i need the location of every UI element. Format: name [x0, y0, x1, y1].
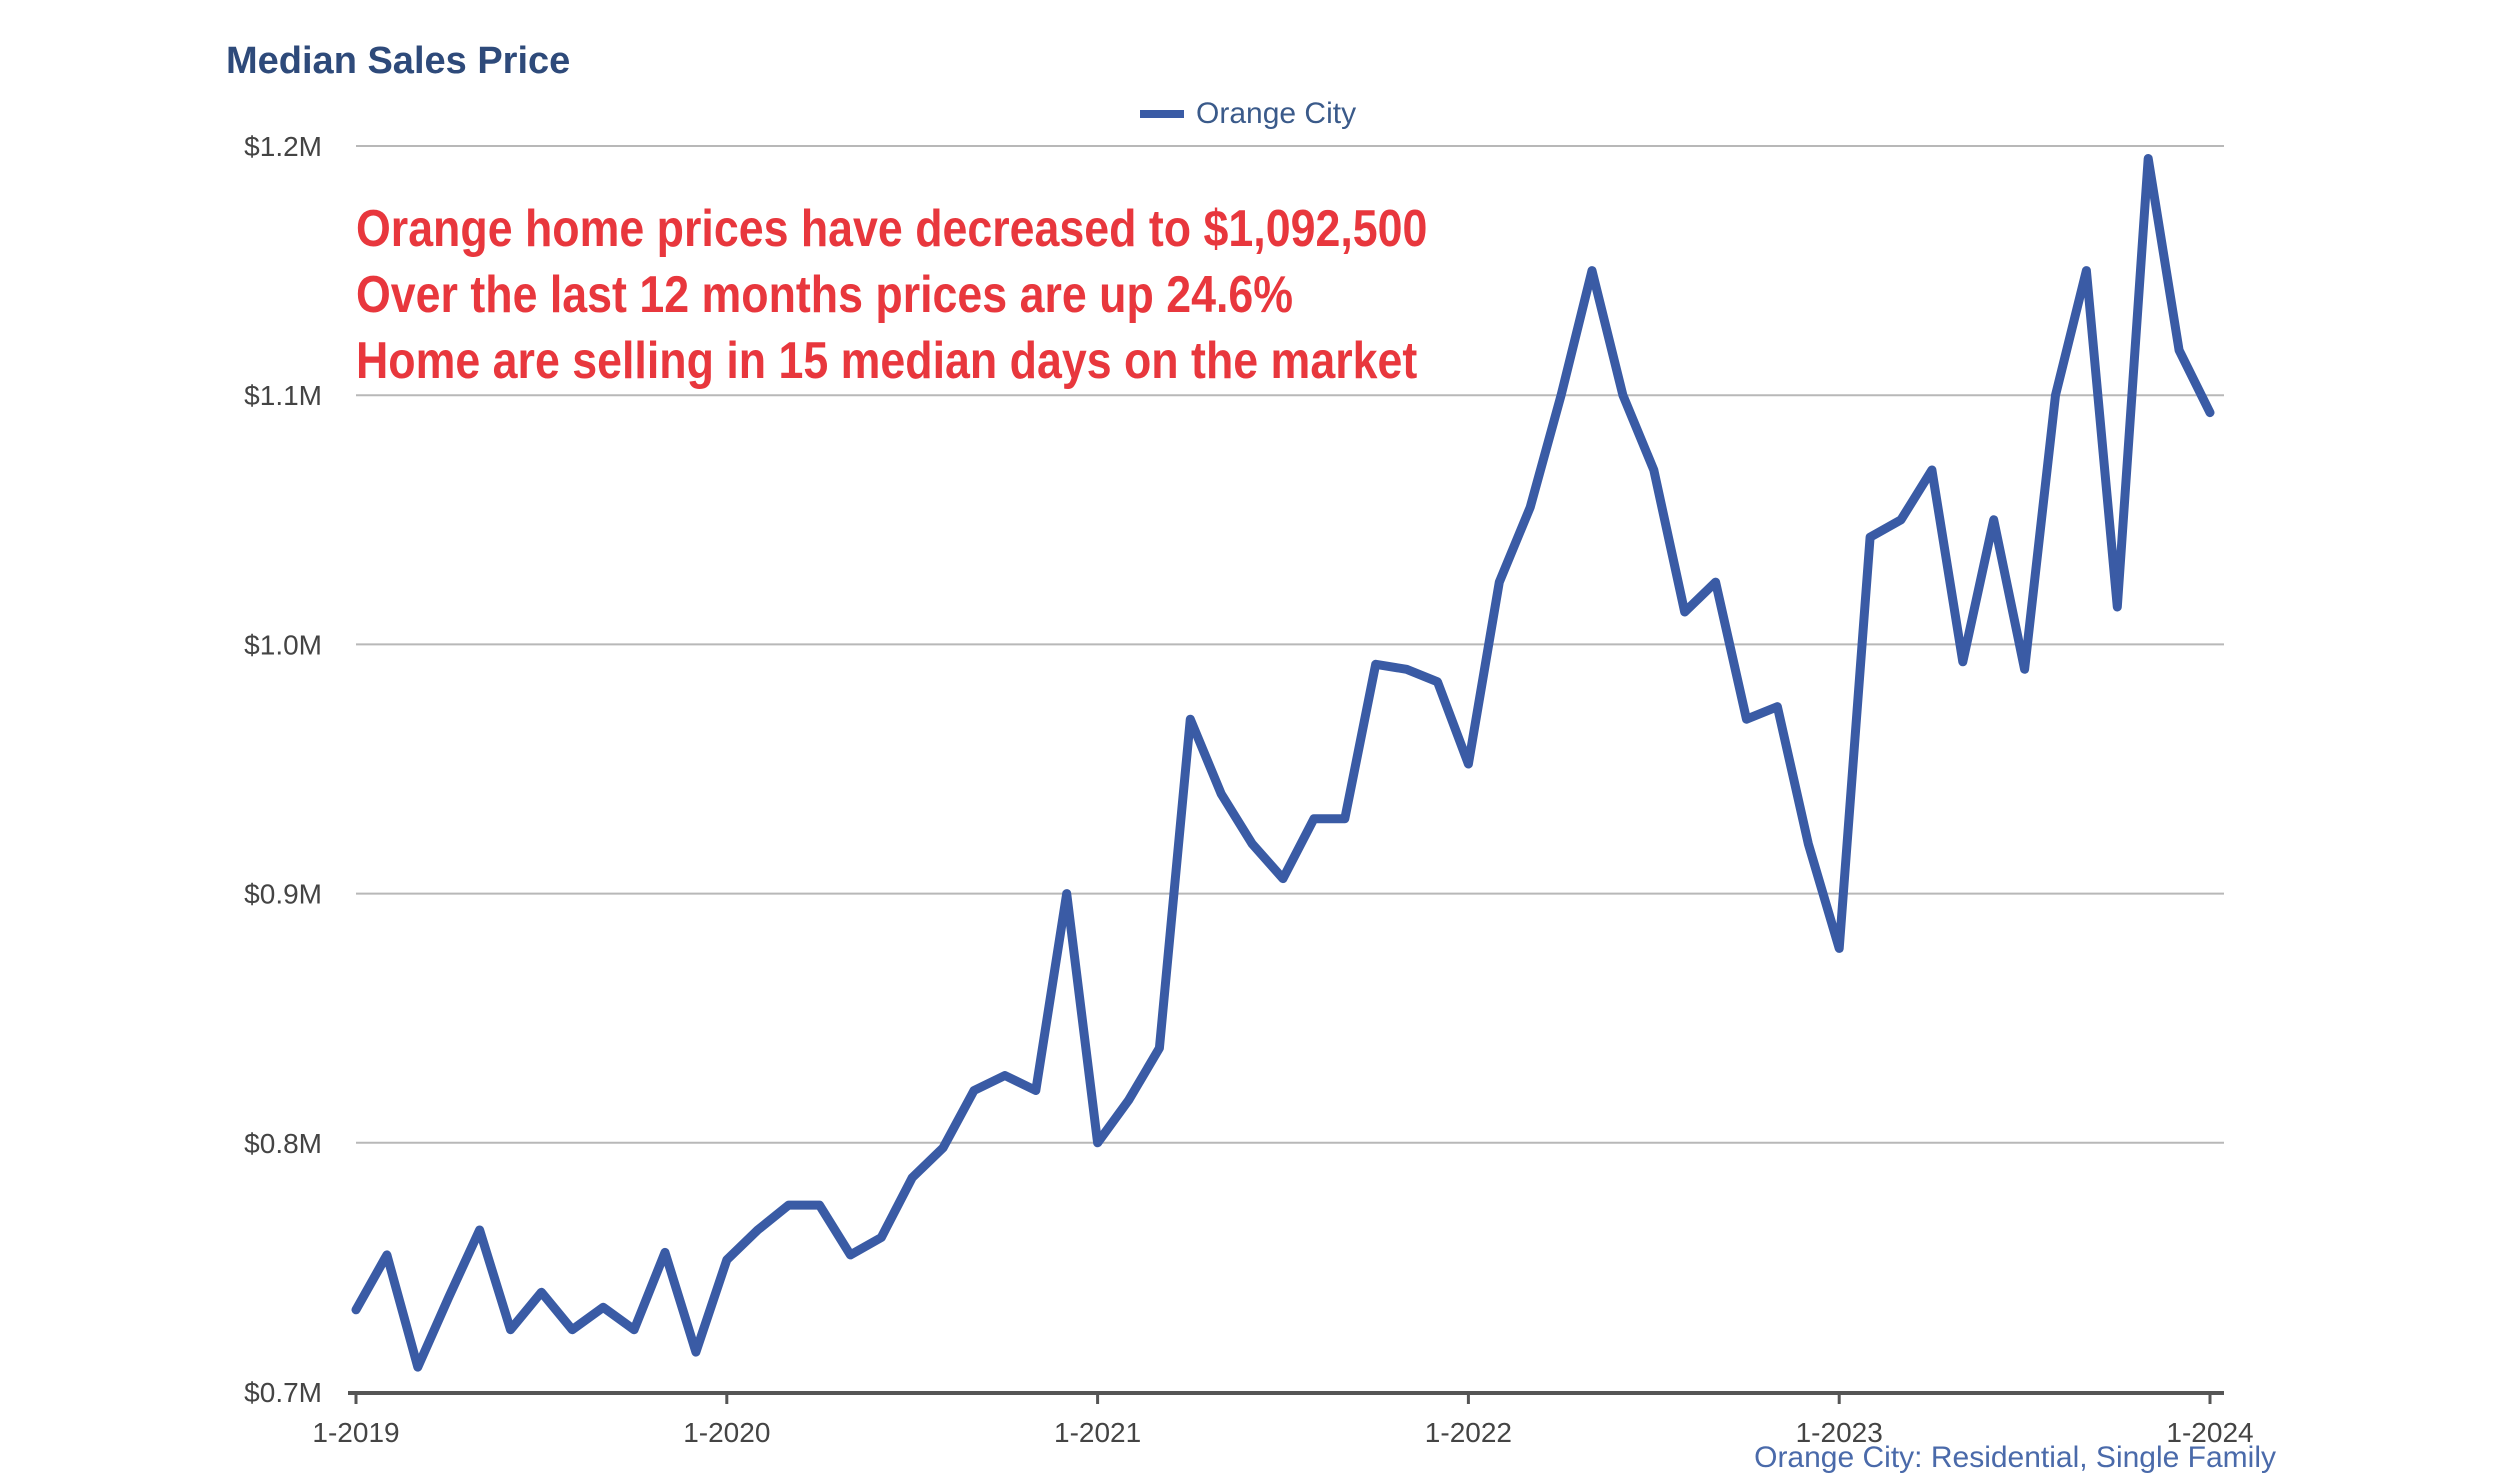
- annotation-line: Home are selling in 15 median days on th…: [356, 332, 1418, 390]
- y-tick-label: $1.2M: [244, 131, 322, 162]
- y-tick-label: $1.0M: [244, 629, 322, 660]
- y-tick-label: $0.9M: [244, 879, 322, 910]
- series-layer: [351, 154, 2215, 1372]
- y-axis: $0.7M $0.8M $0.9M $1.0M $1.1M $1.2M: [244, 131, 322, 1408]
- gridlines: [356, 145, 2224, 1144]
- x-tick-label: 1-2023: [1796, 1417, 1883, 1448]
- y-tick-label: $1.1M: [244, 380, 322, 411]
- annotation-line: Over the last 12 months prices are up 24…: [356, 266, 1294, 324]
- x-tick-label: 1-2020: [683, 1417, 770, 1448]
- legend-label: Orange City: [1196, 97, 1357, 130]
- x-axis: 1-2019 1-2020 1-2021 1-2022 1-2023 1-2024: [312, 1391, 2254, 1448]
- x-tick-label: 1-2019: [312, 1417, 399, 1448]
- source-note: Orange City: Residential, Single Family: [1754, 1441, 2276, 1474]
- legend-swatch: [1140, 110, 1184, 118]
- legend: Orange City: [1140, 96, 1356, 132]
- series-line-orange-city: [351, 154, 2215, 1372]
- y-tick-label: $0.8M: [244, 1128, 322, 1159]
- x-tick-label: 1-2022: [1425, 1417, 1512, 1448]
- x-tick-label: 1-2021: [1054, 1417, 1141, 1448]
- x-tick-label: 1-2024: [2166, 1417, 2253, 1448]
- annotation-block: Orange home prices have decreased to $1,…: [356, 196, 1427, 394]
- y-tick-label: $0.7M: [244, 1377, 322, 1408]
- annotation-line: Orange home prices have decreased to $1,…: [356, 200, 1428, 258]
- chart-title: Median Sales Price: [226, 40, 571, 82]
